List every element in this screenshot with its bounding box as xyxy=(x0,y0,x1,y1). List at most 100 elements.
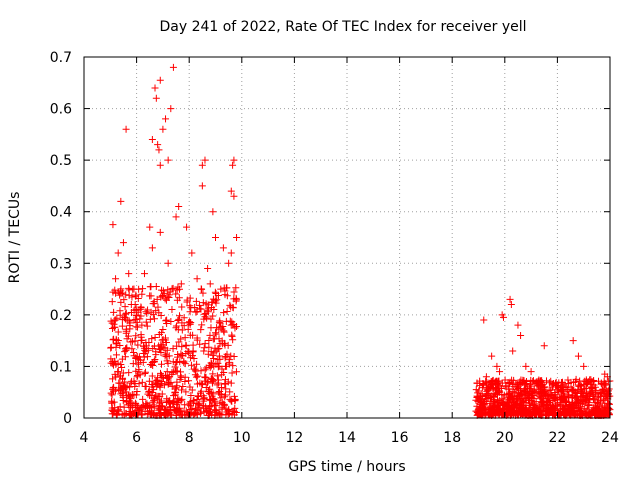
data-point xyxy=(178,395,186,403)
data-point xyxy=(108,298,116,306)
data-point xyxy=(516,402,524,410)
data-point xyxy=(230,288,238,296)
data-point xyxy=(212,299,220,307)
data-point xyxy=(163,346,171,354)
data-point xyxy=(175,203,183,211)
data-point xyxy=(201,373,209,381)
data-point xyxy=(592,386,600,394)
data-point xyxy=(203,406,211,414)
data-point xyxy=(217,383,225,391)
data-point xyxy=(190,354,198,362)
data-point xyxy=(484,386,492,394)
data-point xyxy=(162,115,170,123)
data-point xyxy=(212,330,220,338)
data-point xyxy=(156,76,164,84)
data-point xyxy=(552,381,560,389)
data-point xyxy=(171,397,179,405)
data-point xyxy=(162,411,170,419)
data-point xyxy=(517,379,525,387)
data-point xyxy=(175,396,183,404)
data-point xyxy=(215,352,223,360)
data-point xyxy=(576,406,584,414)
data-point xyxy=(155,331,163,339)
data-point xyxy=(487,406,495,414)
data-point xyxy=(209,370,217,378)
data-point xyxy=(121,384,129,392)
data-point xyxy=(152,283,160,291)
data-point xyxy=(228,397,236,405)
data-point xyxy=(573,399,581,407)
data-point xyxy=(213,372,221,380)
data-point xyxy=(580,362,588,370)
data-point xyxy=(138,290,146,298)
data-point xyxy=(600,377,608,385)
data-point xyxy=(536,390,544,398)
data-point xyxy=(218,337,226,345)
data-point xyxy=(507,301,515,309)
data-point xyxy=(508,394,516,402)
data-point xyxy=(582,384,590,392)
data-point xyxy=(151,395,159,403)
data-point xyxy=(229,336,237,344)
data-point xyxy=(576,381,584,389)
data-point xyxy=(599,385,607,393)
data-point xyxy=(186,302,194,310)
data-point xyxy=(110,320,118,328)
data-point xyxy=(150,315,158,323)
data-point xyxy=(191,304,199,312)
data-point xyxy=(130,348,138,356)
data-point xyxy=(139,401,147,409)
x-tick-label: 16 xyxy=(391,430,409,446)
data-point xyxy=(123,382,131,390)
data-point xyxy=(219,323,227,331)
y-tick-label: 0.2 xyxy=(50,308,72,324)
data-point xyxy=(118,364,126,372)
data-point xyxy=(107,344,115,352)
data-point xyxy=(226,301,234,309)
data-point xyxy=(107,389,115,397)
data-point xyxy=(574,352,582,360)
y-tick-label: 0.6 xyxy=(50,102,72,118)
data-point xyxy=(197,326,205,334)
data-point xyxy=(192,373,200,381)
data-point xyxy=(122,309,130,317)
data-point xyxy=(605,390,613,398)
data-point xyxy=(221,379,229,387)
data-point xyxy=(227,321,235,329)
data-point xyxy=(163,368,171,376)
data-point xyxy=(169,63,177,71)
data-point xyxy=(598,410,606,418)
data-point xyxy=(120,403,128,411)
data-point xyxy=(134,341,142,349)
data-point xyxy=(132,315,140,323)
data-point xyxy=(605,385,613,393)
data-point xyxy=(155,342,163,350)
data-point xyxy=(132,323,140,331)
data-point xyxy=(482,409,490,417)
data-point xyxy=(172,213,180,221)
data-point xyxy=(522,362,530,370)
data-point xyxy=(156,161,164,169)
data-point xyxy=(175,338,183,346)
data-point xyxy=(177,373,185,381)
data-point xyxy=(217,394,225,402)
data-point xyxy=(164,397,172,405)
data-point xyxy=(581,397,589,405)
data-point xyxy=(229,407,237,415)
data-point xyxy=(204,301,212,309)
data-point xyxy=(183,298,191,306)
data-point xyxy=(605,400,613,408)
y-tick-label: 0.5 xyxy=(50,153,72,169)
data-point xyxy=(216,390,224,398)
data-point xyxy=(207,324,215,332)
data-point xyxy=(567,383,575,391)
data-point xyxy=(135,366,143,374)
data-point xyxy=(168,306,176,314)
data-point xyxy=(117,372,125,380)
data-point xyxy=(109,358,117,366)
data-point xyxy=(133,373,141,381)
data-point xyxy=(209,295,217,303)
data-point xyxy=(134,360,142,368)
data-point xyxy=(221,291,229,299)
data-point xyxy=(136,356,144,364)
